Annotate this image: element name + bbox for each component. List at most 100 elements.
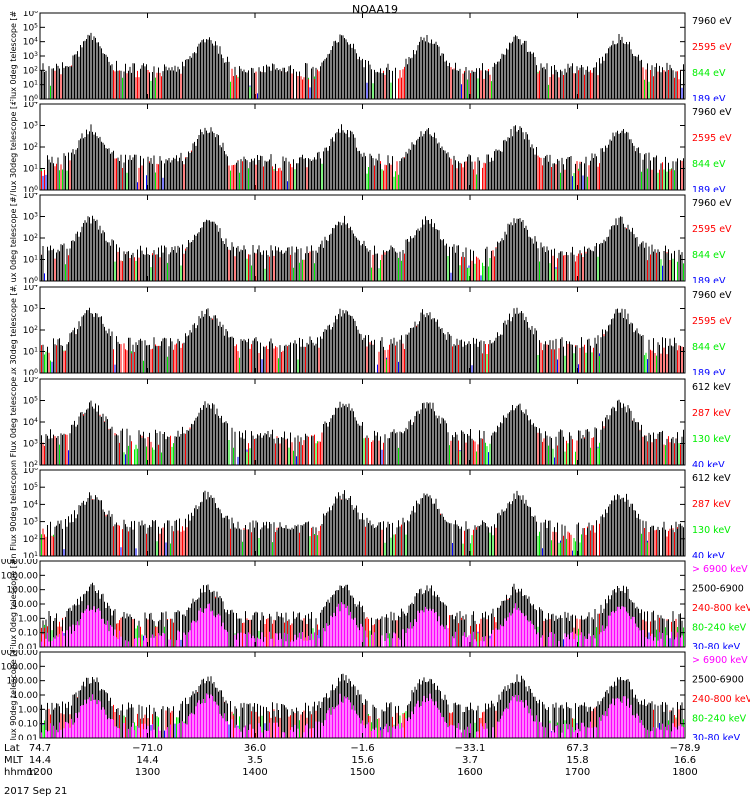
y-tick-label: 103 xyxy=(23,121,38,132)
legend-label: 189 eV xyxy=(692,185,726,192)
legend-label: 2595 eV xyxy=(692,316,732,327)
panel-7: 0.01 0.10 1.00 10.00 100.00 1000.00 10000.00ME… xyxy=(0,559,750,649)
y-tick-label: 104 xyxy=(23,499,38,510)
series-1-trace xyxy=(39,32,686,99)
footer-row-label: hhmm xyxy=(4,767,37,778)
legend-label: 189 eV xyxy=(692,276,726,283)
panel-4: 100 101 102 103 104 TED Proton Flux 30deg tel… xyxy=(9,285,732,375)
y-tick-label: 106 xyxy=(23,11,38,19)
y-tick-label: 10000.00 xyxy=(0,559,38,567)
y-tick-label: 102 xyxy=(23,325,38,336)
footer-value: −78.9 xyxy=(669,743,701,754)
y-tick-label: 106 xyxy=(23,468,38,476)
y-axis-label: TED Electron Flux 30deg telescope [#/cm2… xyxy=(9,102,18,192)
legend-label: 612 keV xyxy=(692,473,731,484)
panel-6: 101 102 103 104 105 106 MEPED Electron Flux 90… xyxy=(9,468,731,558)
legend-label: > 6900 keV xyxy=(692,655,748,666)
y-tick-label: 103 xyxy=(23,439,38,450)
footer-value: 1200 xyxy=(27,767,53,778)
y-tick-label: 1000.00 xyxy=(1,662,38,672)
footer-value: 1300 xyxy=(134,767,161,778)
legend-label: 80-240 keV xyxy=(692,714,747,725)
y-tick-label: 10.00 xyxy=(12,691,38,701)
footer-value: −33.1 xyxy=(454,743,486,754)
legend-label: 2595 eV xyxy=(692,224,732,235)
y-tick-label: 104 xyxy=(23,37,38,48)
series-4-trace xyxy=(41,335,686,373)
legend-label: 2595 eV xyxy=(692,133,732,144)
y-tick-label: 0.01 xyxy=(18,734,38,740)
footer-value: 14.4 xyxy=(136,755,159,766)
y-tick-label: 102 xyxy=(23,65,38,76)
y-tick-label: 100 xyxy=(23,185,38,192)
y-tick-label: 104 xyxy=(23,193,38,201)
y-tick-label: 1000.00 xyxy=(1,571,38,581)
legend-label: 7960 eV xyxy=(692,290,732,301)
y-axis-label: MEPED Electron Flux 90deg telescope [#/c… xyxy=(9,468,18,558)
legend-label: 7960 eV xyxy=(692,198,732,209)
legend-label: 844 eV xyxy=(692,159,726,170)
series-3-trace xyxy=(41,591,686,647)
legend-label: 240-800 keV xyxy=(692,603,750,614)
y-tick-label: 104 xyxy=(23,285,38,293)
footer-value: 67.3 xyxy=(566,743,589,754)
y-tick-label: 10.00 xyxy=(12,600,38,610)
y-axis-label: MEPED Electron Flux 0deg telescope [#/cm… xyxy=(9,377,18,467)
panel-5: 102 103 104 105 106 MEPED Electron Flux 0deg … xyxy=(9,377,731,467)
y-tick-label: 105 xyxy=(23,396,38,407)
footer-value: 3.7 xyxy=(462,755,478,766)
y-tick-label: 100 xyxy=(23,368,38,375)
series-4-trace xyxy=(41,152,686,190)
y-axis-label: TED Proton Flux 30deg telescope [#/cm2-s… xyxy=(9,285,18,375)
y-tick-label: 104 xyxy=(23,102,38,110)
y-tick-label: 105 xyxy=(23,22,38,33)
footer-value: 1800 xyxy=(672,767,698,778)
footer-row: hhmm 1200 1300 1400 1500 1600 1700 1800 xyxy=(0,767,750,779)
y-tick-label: 100 xyxy=(23,94,38,101)
y-tick-label: 101 xyxy=(23,255,38,266)
y-tick-label: 106 xyxy=(23,377,38,385)
legend-label: 40 keV xyxy=(692,460,725,467)
legend-label: 80-240 keV xyxy=(692,623,747,634)
series-1-trace xyxy=(39,307,684,373)
legend-label: 189 eV xyxy=(692,94,726,101)
y-axis-label: TED Electron Flux 0deg telescope [#/cm2-… xyxy=(9,11,18,101)
panel-1: 100 101 102 103 104 105 106 TED Electron Flux 0… xyxy=(9,11,732,101)
legend-label: 2500-6900 xyxy=(692,584,744,595)
legend-label: 844 eV xyxy=(692,342,726,353)
legend-label: 844 eV xyxy=(692,68,726,79)
panel-3: 100 101 102 103 104 TED Proton Flux 0deg tele… xyxy=(9,193,732,283)
series-2-trace xyxy=(41,224,686,281)
footer-value: 36.0 xyxy=(243,743,267,754)
y-tick-label: 1.00 xyxy=(18,705,38,715)
legend-label: 130 keV xyxy=(692,434,731,445)
y-tick-label: 101 xyxy=(23,347,38,358)
y-tick-label: 102 xyxy=(23,142,38,153)
y-tick-label: 0.10 xyxy=(18,629,38,639)
legend-label: 189 eV xyxy=(692,368,726,375)
y-tick-label: 102 xyxy=(23,460,38,467)
legend-label: 844 eV xyxy=(692,250,726,261)
legend-label: 30-80 keV xyxy=(692,733,741,740)
footer-value: 14.4 xyxy=(28,755,52,766)
legend-label: 30-80 keV xyxy=(692,642,741,649)
footer-value: 1400 xyxy=(242,767,268,778)
series-2-trace xyxy=(39,43,681,99)
series-1-trace xyxy=(41,399,686,465)
footer-value: −1.6 xyxy=(350,743,375,754)
footer-value: 15.8 xyxy=(566,755,589,766)
footer-value: 1700 xyxy=(564,767,591,778)
footer-value: 15.6 xyxy=(351,755,374,766)
y-tick-label: 101 xyxy=(23,80,38,91)
y-tick-label: 1.00 xyxy=(18,614,38,624)
y-tick-label: 100.00 xyxy=(7,677,39,687)
footer-value: −71.0 xyxy=(132,743,163,754)
footer-value: 74.7 xyxy=(28,743,52,754)
legend-label: 130 keV xyxy=(692,525,731,536)
y-tick-label: 102 xyxy=(23,534,38,545)
y-tick-label: 104 xyxy=(23,417,38,428)
y-tick-label: 10000.00 xyxy=(0,650,38,658)
y-tick-label: 105 xyxy=(23,482,38,493)
legend-label: 287 keV xyxy=(692,499,731,510)
